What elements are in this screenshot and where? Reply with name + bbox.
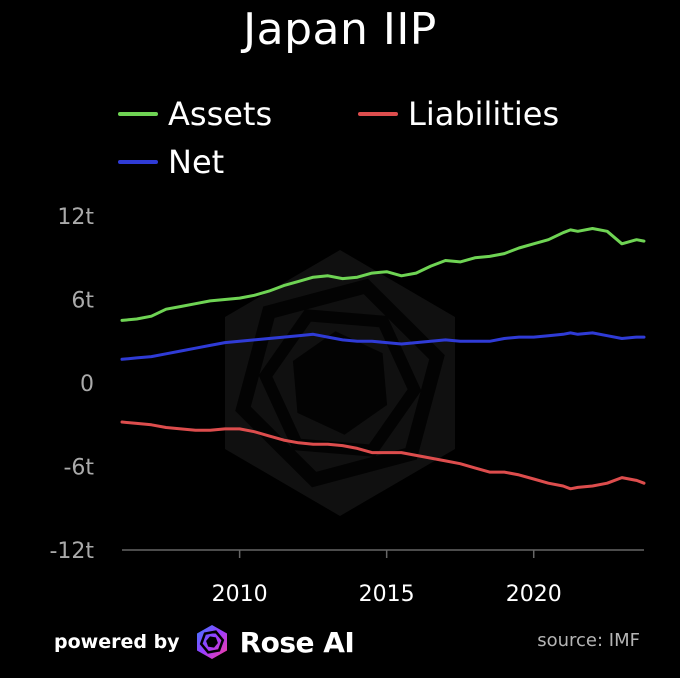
footer-branding: powered by Rose AI xyxy=(54,624,355,660)
legend-label-assets: Assets xyxy=(168,95,273,133)
x-tick-label: 2020 xyxy=(506,582,562,607)
powered-by-label: powered by xyxy=(54,631,180,653)
legend-swatch-net xyxy=(118,160,158,164)
rose-ai-logo-icon xyxy=(196,625,227,659)
legend-item-assets: Assets xyxy=(118,95,272,133)
brand-name: Rose AI xyxy=(239,625,355,659)
legend-label-net: Net xyxy=(168,143,225,181)
legend-swatch-liabilities xyxy=(358,112,398,116)
legend-item-liabilities: Liabilities xyxy=(358,95,559,133)
y-tick-label: 6t xyxy=(71,289,94,314)
rose-ai-watermark-icon xyxy=(225,250,455,516)
x-tick-label: 2010 xyxy=(212,582,268,607)
legend-label-liabilities: Liabilities xyxy=(408,95,560,133)
x-tick-label: 2015 xyxy=(359,582,415,607)
legend-swatch-assets xyxy=(118,112,158,116)
chart-title: Japan IIP xyxy=(243,4,437,55)
y-tick-label: 0 xyxy=(80,372,94,397)
series-line-liabilities xyxy=(120,420,646,491)
series-line-net xyxy=(120,331,646,361)
y-tick-label: -12t xyxy=(49,539,94,564)
y-tick-label: 12t xyxy=(57,205,94,230)
y-tick-label: -6t xyxy=(63,456,94,481)
legend-item-net: Net xyxy=(118,143,224,181)
series-line-assets xyxy=(120,227,646,322)
source-label: source: IMF xyxy=(537,630,640,651)
